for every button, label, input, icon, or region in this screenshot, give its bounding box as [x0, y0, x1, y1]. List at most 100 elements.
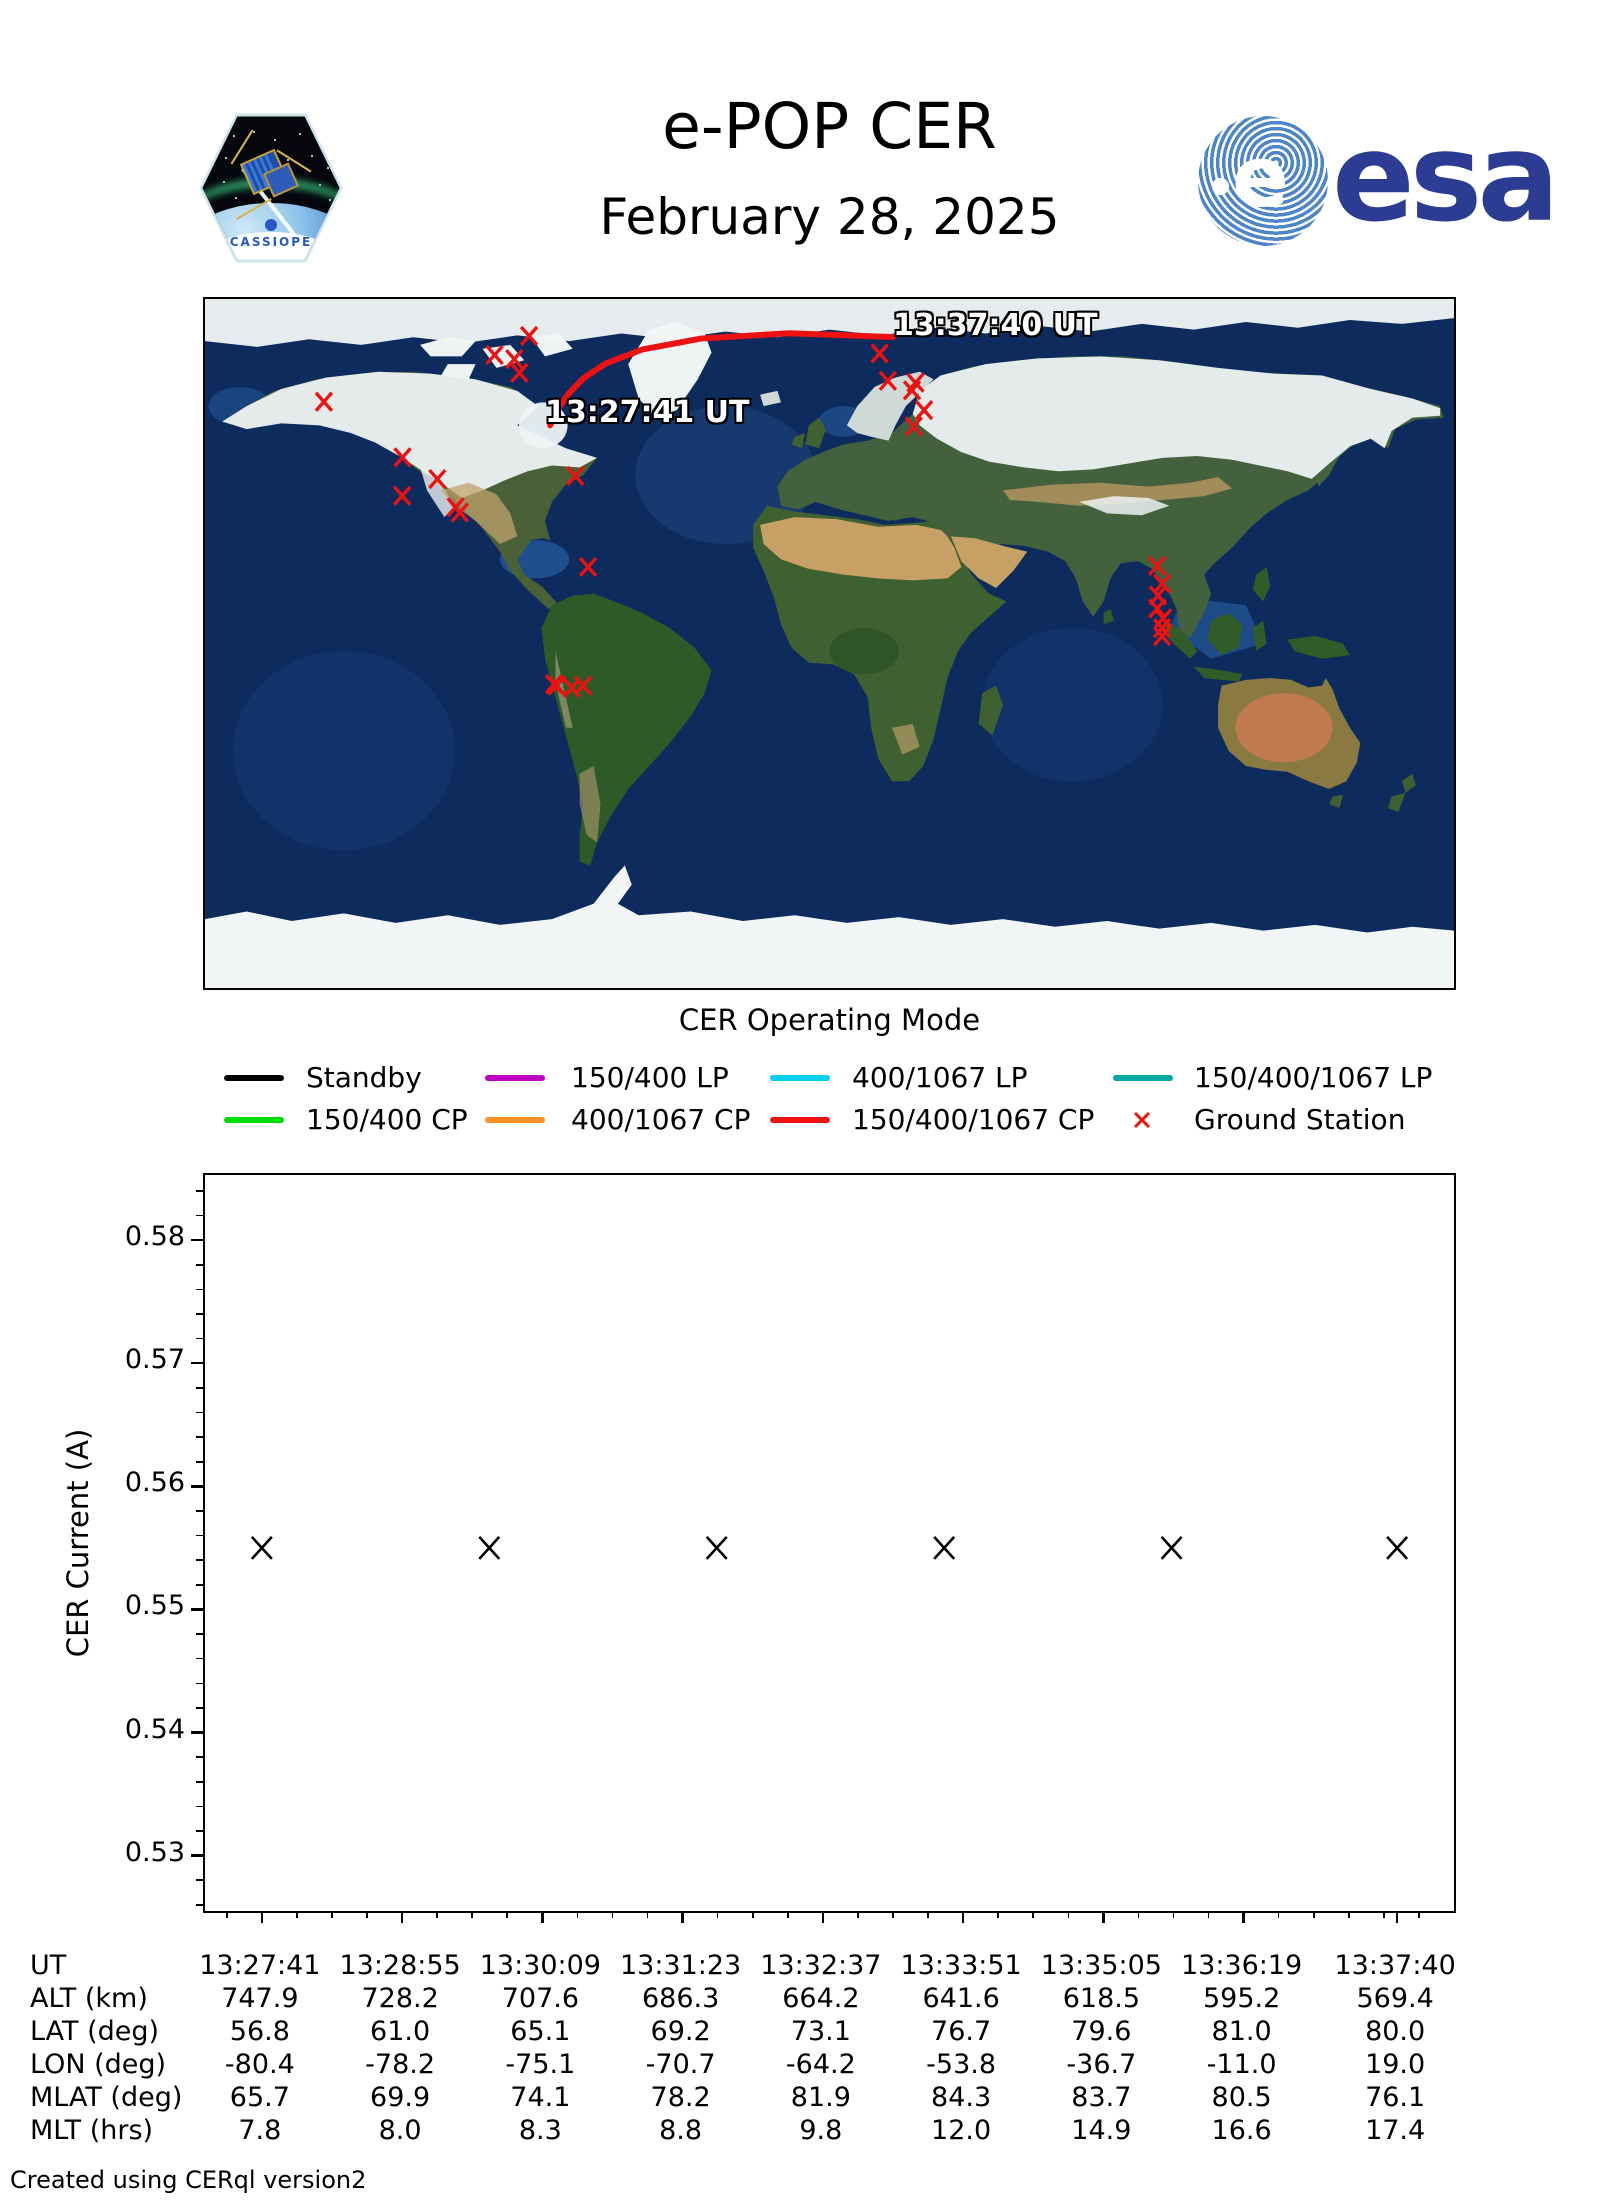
table-cell: 641.6 [922, 1983, 1000, 2014]
data-point-x-marker [250, 1536, 273, 1560]
minor-tick [196, 1264, 203, 1266]
major-tick [260, 1911, 264, 1923]
minor-tick [196, 1584, 203, 1586]
data-point-x-marker [478, 1536, 501, 1560]
table-cell: 8.3 [518, 2115, 562, 2146]
minor-tick [997, 1911, 999, 1918]
legend-line-swatch [224, 1075, 284, 1081]
table-cell: 76.1 [1365, 2082, 1426, 2113]
table-cell: -36.7 [1066, 2049, 1137, 2080]
legend-label: 400/1067 CP [571, 1103, 751, 1136]
table-cell: 595.2 [1202, 1983, 1281, 2014]
major-tick [681, 1911, 684, 1923]
table-cell: -75.1 [505, 2049, 576, 2080]
legend-label: 150/400/1067 CP [852, 1103, 1095, 1136]
table-row-label: ALT (km) [30, 1983, 148, 2014]
ground-station-marker [1148, 598, 1167, 619]
table-cell: 65.7 [229, 2082, 290, 2113]
table-cell: 686.3 [641, 1983, 720, 2014]
table-cell: 728.2 [361, 1983, 439, 2014]
table-cell: 19.0 [1365, 2049, 1426, 2080]
table-cell: 8.8 [659, 2115, 703, 2146]
legend-label: 150/400 LP [571, 1061, 729, 1094]
table-cell: 747.9 [221, 1983, 299, 2014]
minor-tick [196, 1707, 203, 1709]
table-cell: 13:32:37 [760, 1950, 882, 1981]
minor-tick [196, 1313, 203, 1315]
minor-tick [576, 1911, 579, 1918]
major-tick [1395, 1911, 1399, 1923]
table-cell: 569.4 [1356, 1983, 1434, 2014]
table-cell: 13:28:55 [339, 1950, 461, 1981]
minor-tick [716, 1911, 719, 1918]
legend-label: Standby [306, 1061, 422, 1094]
ground-station-marker [519, 325, 539, 346]
ground-station-marker [573, 675, 593, 696]
minor-tick [1312, 1911, 1315, 1918]
table-cell: 14.9 [1071, 2115, 1132, 2146]
ground-station-marker [450, 502, 470, 523]
major-tick [191, 1854, 203, 1857]
table-cell: 13:33:51 [900, 1950, 1022, 1981]
major-tick [821, 1911, 825, 1923]
esa-globe-letter: e [1232, 128, 1289, 226]
minor-tick [331, 1911, 333, 1918]
minor-tick [196, 1387, 203, 1389]
map-axis-label: CER Operating Mode [678, 1003, 981, 1037]
table-cell: 69.2 [650, 2016, 711, 2047]
table-cell: 74.1 [510, 2082, 571, 2113]
minor-tick [1032, 1911, 1035, 1918]
ground-station-marker [566, 465, 585, 487]
y-tick-label: 0.53 [124, 1836, 185, 1868]
table-cell: 73.1 [790, 2016, 851, 2047]
table-cell: 13:35:05 [1040, 1950, 1162, 1981]
minor-tick [196, 1756, 203, 1758]
minor-tick [196, 1534, 203, 1537]
minor-tick [366, 1911, 368, 1918]
table-row-label: LAT (deg) [30, 2016, 160, 2047]
minor-tick [196, 1682, 203, 1685]
table-cell: 707.6 [501, 1983, 580, 2014]
y-tick-label: 0.57 [124, 1344, 185, 1376]
table-cell: 78.2 [650, 2082, 711, 2113]
ground-track-overlay [314, 325, 1173, 699]
minor-tick [196, 1190, 203, 1192]
esa-globe-icon: e [1198, 116, 1328, 246]
legend-label: Ground Station [1194, 1103, 1406, 1136]
table-cell: 56.8 [229, 2016, 290, 2047]
minor-tick [857, 1911, 859, 1918]
cer-current-plot [191, 1173, 1456, 1923]
table-cell: 84.3 [931, 2082, 992, 2113]
esa-wordmark: esa [1332, 107, 1560, 249]
ground-station-marker [505, 349, 524, 370]
ground-station-marker [314, 391, 334, 412]
world-map-basemap [205, 299, 1454, 988]
data-point-x-marker [933, 1536, 956, 1560]
table-cell: 16.6 [1211, 2115, 1272, 2146]
minor-tick [1067, 1911, 1070, 1918]
y-tick-label: 0.55 [124, 1590, 185, 1622]
minor-tick [196, 1436, 203, 1438]
legend-line-swatch [770, 1075, 830, 1081]
minor-tick [196, 1337, 203, 1340]
minor-tick [1137, 1911, 1140, 1918]
minor-tick [1277, 1911, 1280, 1918]
minor-tick [1348, 1911, 1350, 1918]
major-tick [541, 1911, 544, 1923]
table-cell: -78.2 [365, 2049, 436, 2080]
table-cell: 13:37:40 [1334, 1950, 1456, 1981]
minor-tick [506, 1911, 509, 1918]
ground-station-marker [485, 344, 504, 366]
minor-tick [296, 1911, 298, 1918]
cassiope-label: CASSIOPE [229, 235, 313, 249]
legend-label: 150/400/1067 LP [1194, 1061, 1433, 1094]
satellite-ground-track [547, 330, 897, 429]
ground-station-marker [870, 343, 889, 364]
y-tick-label: 0.54 [124, 1713, 185, 1745]
table-row-label: MLT (hrs) [30, 2115, 154, 2146]
legend-x-marker [1133, 1111, 1151, 1129]
major-tick [191, 1362, 203, 1365]
table-cell: -64.2 [785, 2049, 856, 2080]
table-cell: 618.5 [1062, 1983, 1141, 2014]
minor-tick [1207, 1911, 1210, 1918]
